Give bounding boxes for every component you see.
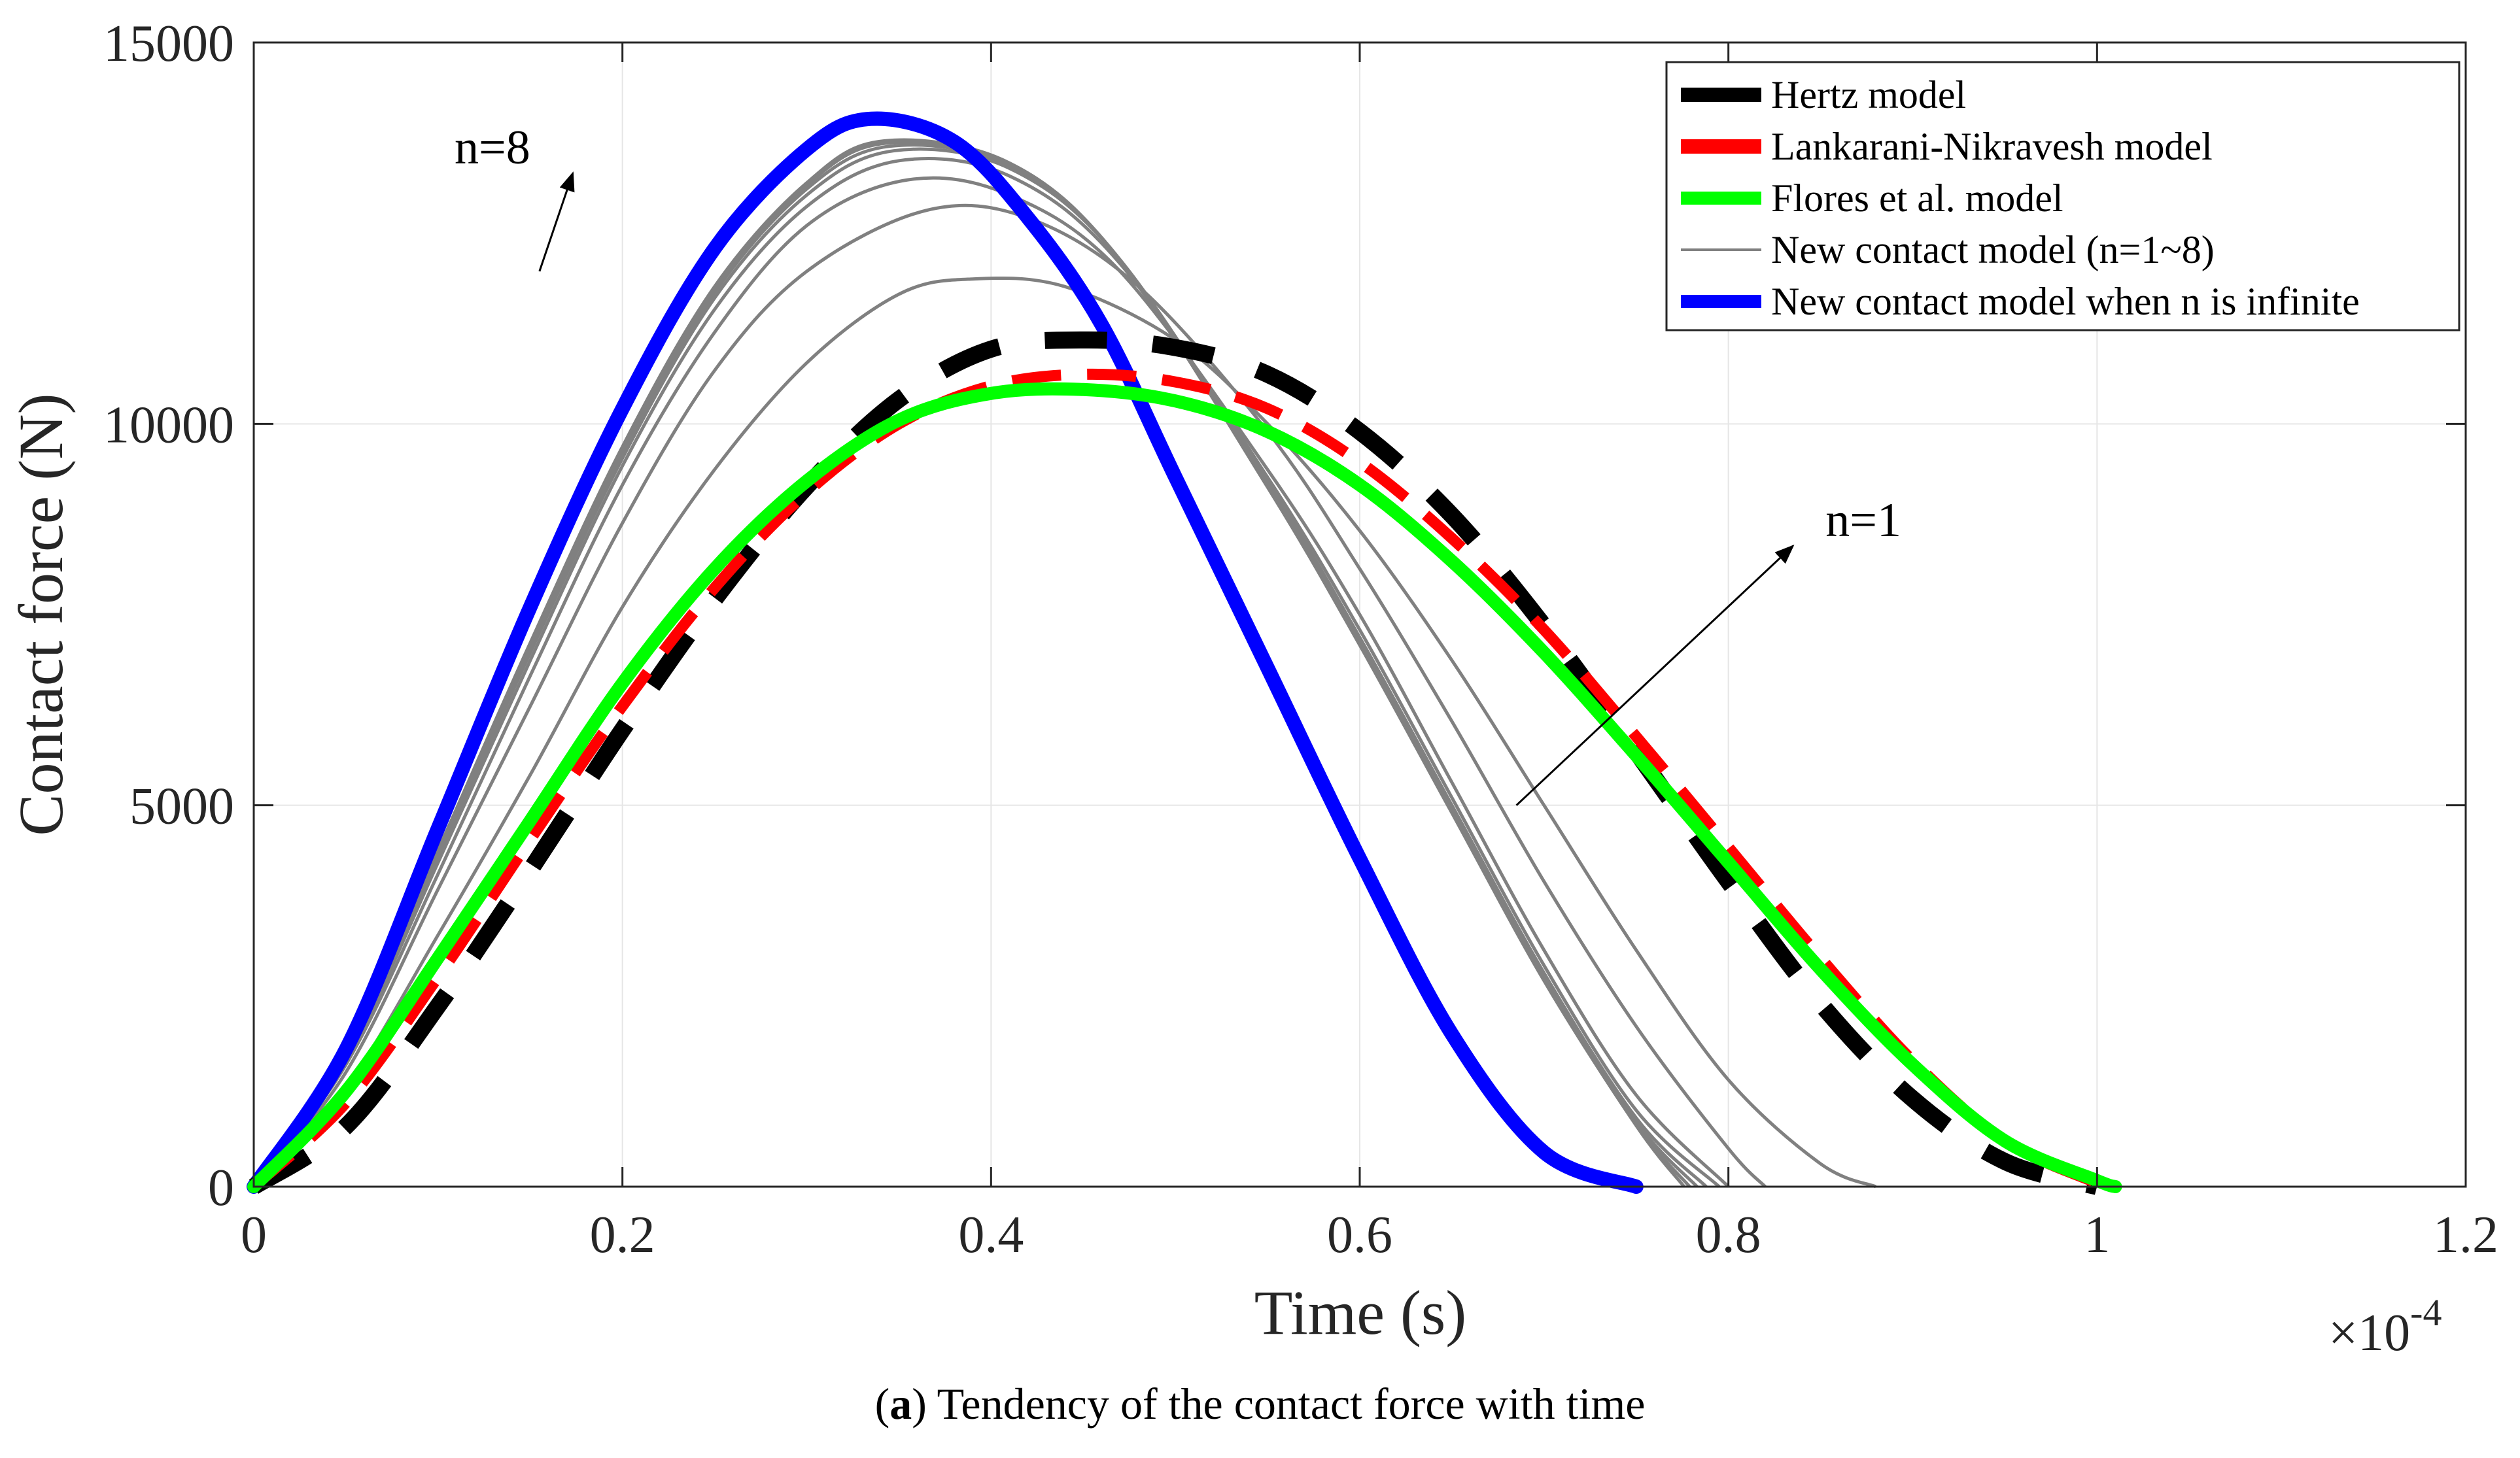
x-exponent-base: ×10 xyxy=(2328,1304,2410,1362)
series-new-model-n4 xyxy=(252,156,1721,1188)
annotation-label-n1: n=1 xyxy=(1825,494,1901,547)
y-tick-label: 10000 xyxy=(103,396,234,454)
series-group xyxy=(247,111,2122,1195)
series-new-model-infinite xyxy=(247,111,1644,1194)
legend-label: New contact model when n is infinite xyxy=(1771,280,2360,323)
ticks: 0 0.2 0.4 0.6 0.8 1 1.2 0 5000 10000 15000 xyxy=(103,15,2498,1264)
x-exponent-power: -4 xyxy=(2410,1291,2442,1334)
x-tick-label: 0.2 xyxy=(590,1206,655,1264)
y-tick-label: 0 xyxy=(208,1159,234,1217)
x-exponent: ×10-4 xyxy=(2328,1291,2442,1362)
legend-box xyxy=(1665,61,2460,331)
x-tick-label: 1.2 xyxy=(2433,1206,2498,1264)
series-new-model-n1 xyxy=(252,276,1877,1189)
figure-caption: (a) Tendency of the contact force with t… xyxy=(874,1379,1646,1429)
caption-label: a xyxy=(889,1379,912,1429)
series-lankarani-nikravesh xyxy=(250,368,2117,1193)
legend-label: Hertz model xyxy=(1771,73,1966,116)
annotation-label-n8: n=8 xyxy=(455,121,530,175)
annotations: n=8 n=1 xyxy=(455,121,1901,806)
x-tick-label: 0.8 xyxy=(1696,1206,1761,1264)
y-tick-label: 5000 xyxy=(129,778,234,836)
y-tick-label: 15000 xyxy=(103,15,234,73)
svg-text:×10-4: ×10-4 xyxy=(2328,1291,2442,1362)
series-new-model-n3 xyxy=(252,176,1730,1188)
series-flores-model xyxy=(247,382,2122,1193)
x-tick-label: 0 xyxy=(241,1206,267,1264)
legend-label: Lankarani-Nikravesh model xyxy=(1771,125,2213,168)
y-axis-title: Contact force (N) xyxy=(6,393,76,836)
series-hertz-model xyxy=(249,331,2099,1195)
annotation-arrow-n1 xyxy=(1515,544,1795,806)
x-tick-label: 0.4 xyxy=(958,1206,1024,1264)
x-tick-label: 0.6 xyxy=(1327,1206,1392,1264)
legend: Hertz model Lankarani-Nikravesh model Flor… xyxy=(1665,61,2460,331)
legend-label: Flores et al. model xyxy=(1771,177,2063,220)
legend-label: New contact model (n=1~8) xyxy=(1771,228,2215,271)
annotation-arrow-n8 xyxy=(538,171,575,272)
x-axis-title: Time (s) xyxy=(1254,1278,1467,1348)
caption-text: Tendency of the contact force with time xyxy=(937,1379,1646,1429)
x-tick-label: 1 xyxy=(2084,1206,2110,1264)
